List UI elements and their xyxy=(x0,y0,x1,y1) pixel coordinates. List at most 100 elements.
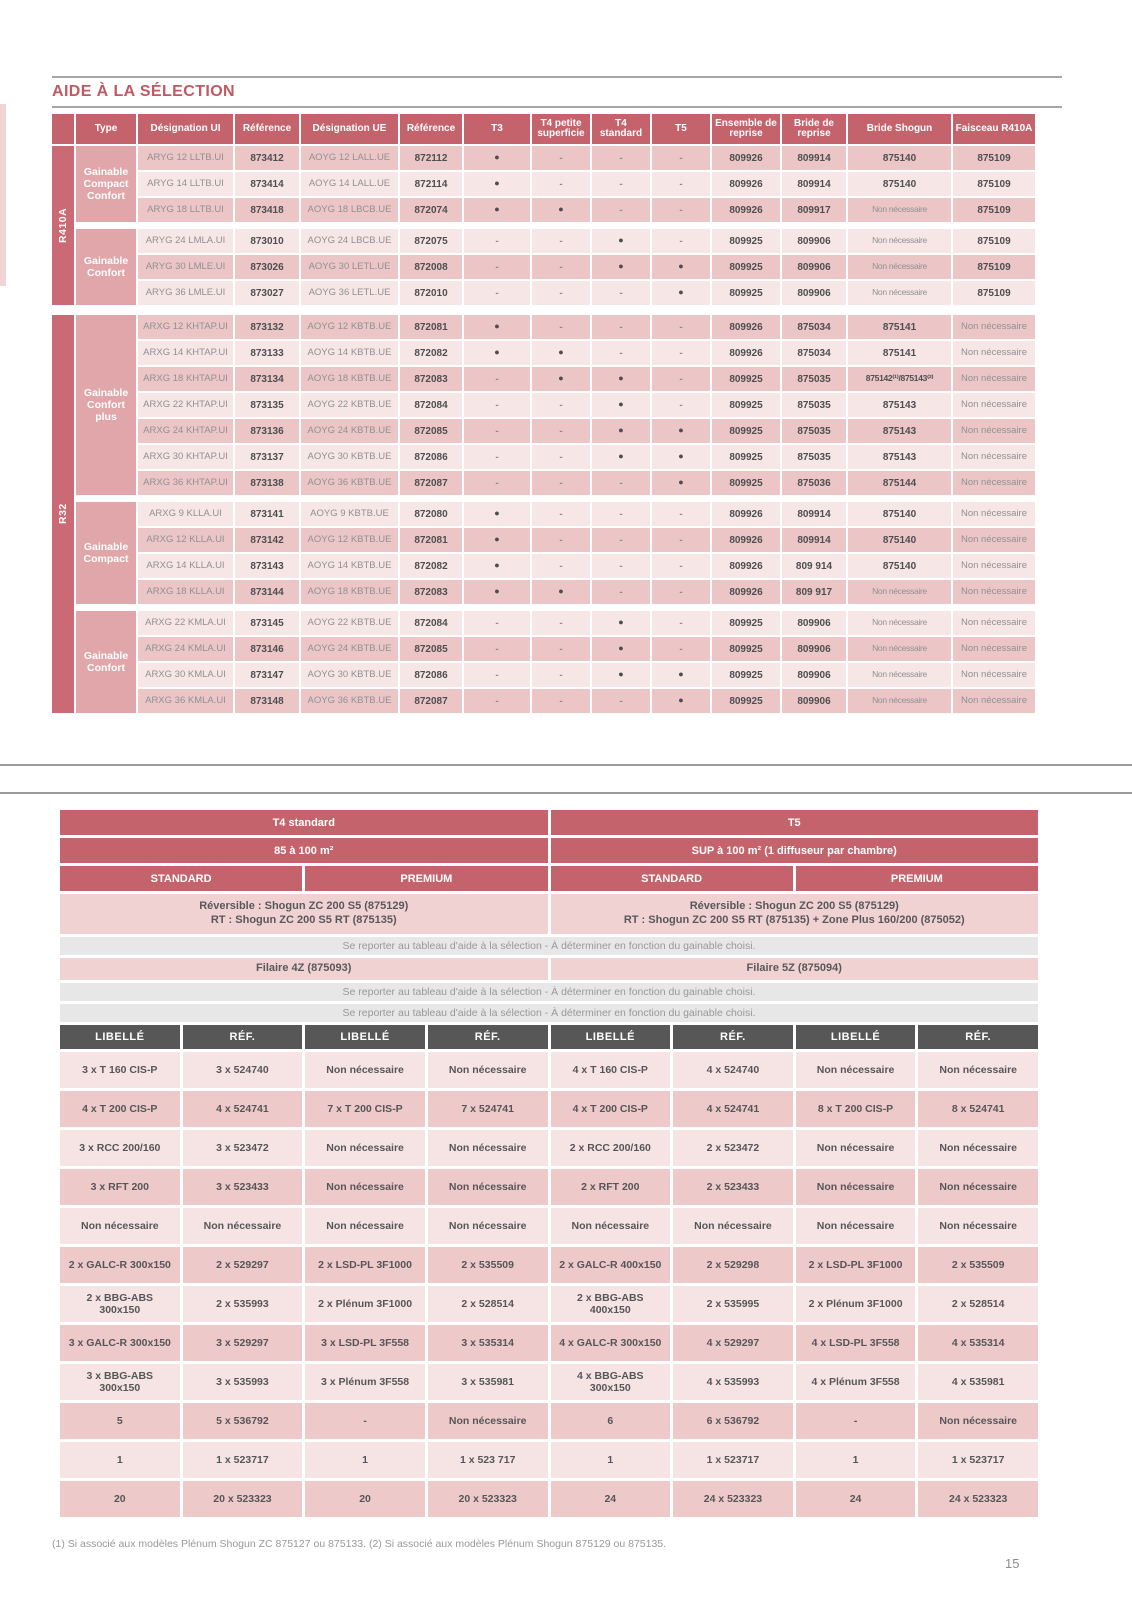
ref-cell: 3 x 524740 xyxy=(182,1052,303,1088)
t4-petite-mark: - xyxy=(532,663,590,687)
designation-ui: ARXG 36 KHTAP.UI xyxy=(138,471,233,495)
column-header: Bride de reprise xyxy=(782,114,846,144)
libelle-cell: 4 x LSD-PL 3F558 xyxy=(795,1325,916,1361)
selection-note: Se reporter au tableau d'aide à la sélec… xyxy=(60,1004,1038,1022)
accessory-row: 3 x RCC 200/160 3 x 523472 Non nécessaire N… xyxy=(60,1130,1038,1166)
bride-shogun-ref: 875140 xyxy=(848,554,951,578)
libelle-cell: 20 xyxy=(305,1481,425,1517)
designation-ui: ARXG 14 KLLA.UI xyxy=(138,554,233,578)
libelle-cell: 1 xyxy=(550,1442,671,1478)
filaire-row: Filaire 4Z (875093) Filaire 5Z (875094) xyxy=(60,958,1038,980)
reference-ui: 873141 xyxy=(235,502,299,526)
reference-ui: 873418 xyxy=(235,198,299,222)
designation-ui: ARXG 12 KHTAP.UI xyxy=(138,315,233,339)
ref-cell: 20 x 523323 xyxy=(182,1481,303,1517)
column-header: T4 petite superficie xyxy=(532,114,590,144)
mid-divider-1 xyxy=(0,764,1132,766)
t4-petite-mark: ● xyxy=(532,198,590,222)
column-header-row: LIBELLÉ RÉF. LIBELLÉ RÉF. LIBELLÉ RÉF. LIBELLÉ… xyxy=(60,1025,1038,1049)
faisceau-ref: Non nécessaire xyxy=(953,611,1035,635)
designation-ui: ARXG 24 KMLA.UI xyxy=(138,637,233,661)
note-row-2: Se reporter au tableau d'aide à la sélec… xyxy=(60,983,1038,1001)
ref-cell: 2 x 523472 xyxy=(673,1130,793,1166)
ref-cell: 4 x 524740 xyxy=(673,1052,793,1088)
t5-standard-label: STANDARD xyxy=(550,866,793,891)
faisceau-ref: 875109 xyxy=(953,146,1035,170)
ref-cell: 4 x 535314 xyxy=(918,1325,1038,1361)
t3-mark: ● xyxy=(464,146,530,170)
reference-ui: 873026 xyxy=(235,255,299,279)
t3-mark: - xyxy=(464,367,530,391)
libelle-cell: - xyxy=(795,1403,916,1439)
t4-standard-mark: - xyxy=(592,315,650,339)
t3-mark: ● xyxy=(464,554,530,578)
reference-ue: 872112 xyxy=(400,146,462,170)
t5-mark: ● xyxy=(652,445,710,469)
designation-ue: AOYG 12 LALL.UE xyxy=(301,146,398,170)
column-header: Référence xyxy=(235,114,299,144)
accessory-row: 3 x GALC-R 300x150 3 x 529297 3 x LSD-PL 3… xyxy=(60,1325,1038,1361)
bride-reprise-ref: 875036 xyxy=(782,471,846,495)
t4-standard-mark: - xyxy=(592,580,650,604)
t4-standard-mark: - xyxy=(592,341,650,365)
libelle-cell: 2 x Plénum 3F1000 xyxy=(305,1286,425,1322)
ref-cell: Non nécessaire xyxy=(918,1052,1038,1088)
libelle-cell: 4 x T 200 CIS-P xyxy=(60,1091,180,1127)
ensemble-reprise-ref: 809926 xyxy=(712,172,780,196)
ref-cell: 4 x 535981 xyxy=(918,1364,1038,1400)
bride-reprise-ref: 809906 xyxy=(782,637,846,661)
t4-petite-mark: - xyxy=(532,172,590,196)
reference-ui: 873146 xyxy=(235,637,299,661)
designation-ue: AOYG 30 LETL.UE xyxy=(301,255,398,279)
ref-header: RÉF. xyxy=(673,1025,793,1049)
t5-mark: ● xyxy=(652,471,710,495)
t5-mark: - xyxy=(652,611,710,635)
libelle-header: LIBELLÉ xyxy=(550,1025,671,1049)
ensemble-reprise-ref: 809926 xyxy=(712,502,780,526)
t5-premium-label: PREMIUM xyxy=(795,866,1038,891)
t4-standard-header: T4 standard xyxy=(60,810,548,835)
t4-petite-mark: - xyxy=(532,471,590,495)
table-corner-cell xyxy=(52,114,74,144)
ref-cell: Non nécessaire xyxy=(427,1169,548,1205)
reference-ue: 872086 xyxy=(400,663,462,687)
t4-premium-label: PREMIUM xyxy=(305,866,548,891)
ref-cell: 4 x 524741 xyxy=(673,1091,793,1127)
faisceau-ref: 875109 xyxy=(953,198,1035,222)
ref-cell: 2 x 535995 xyxy=(673,1286,793,1322)
bride-reprise-ref: 809906 xyxy=(782,281,846,305)
ensemble-reprise-ref: 809925 xyxy=(712,445,780,469)
designation-ui: ARXG 14 KHTAP.UI xyxy=(138,341,233,365)
t3-mark: ● xyxy=(464,528,530,552)
column-header: Type xyxy=(76,114,136,144)
libelle-cell: 2 x GALC-R 300x150 xyxy=(60,1247,180,1283)
bride-shogun-ref: 875141 xyxy=(848,315,951,339)
designation-ui: ARXG 18 KLLA.UI xyxy=(138,580,233,604)
type-group-label: Gainable Confort plus xyxy=(76,315,136,495)
footnote: (1) Si associé aux modèles Plénum Shogun… xyxy=(52,1538,667,1550)
faisceau-ref: Non nécessaire xyxy=(953,528,1035,552)
t4-petite-mark: - xyxy=(532,419,590,443)
designation-ue: AOYG 12 KBTB.UE xyxy=(301,315,398,339)
ref-cell: 1 x 523 717 xyxy=(427,1442,548,1478)
t4-petite-mark: ● xyxy=(532,341,590,365)
designation-ui: ARXG 9 KLLA.UI xyxy=(138,502,233,526)
reference-ue: 872010 xyxy=(400,281,462,305)
designation-ue: AOYG 24 LBCB.UE xyxy=(301,229,398,253)
libelle-cell: Non nécessaire xyxy=(305,1052,425,1088)
ensemble-reprise-ref: 809925 xyxy=(712,663,780,687)
ref-cell: 3 x 535981 xyxy=(427,1364,548,1400)
designation-ui: ARYG 24 LMLA.UI xyxy=(138,229,233,253)
libelle-cell: 3 x T 160 CIS-P xyxy=(60,1052,180,1088)
ref-cell: Non nécessaire xyxy=(182,1208,303,1244)
t4-petite-mark: - xyxy=(532,255,590,279)
ref-cell: 2 x 528514 xyxy=(918,1286,1038,1322)
accessory-row: 2 x GALC-R 300x150 2 x 529297 2 x LSD-PL 3… xyxy=(60,1247,1038,1283)
designation-ue: AOYG 14 LALL.UE xyxy=(301,172,398,196)
libelle-cell: 20 xyxy=(60,1481,180,1517)
ref-cell: Non nécessaire xyxy=(918,1403,1038,1439)
bride-shogun-ref: 875143 xyxy=(848,419,951,443)
ref-cell: 2 x 529298 xyxy=(673,1247,793,1283)
libelle-cell: Non nécessaire xyxy=(305,1208,425,1244)
ref-cell: 1 x 523717 xyxy=(918,1442,1038,1478)
